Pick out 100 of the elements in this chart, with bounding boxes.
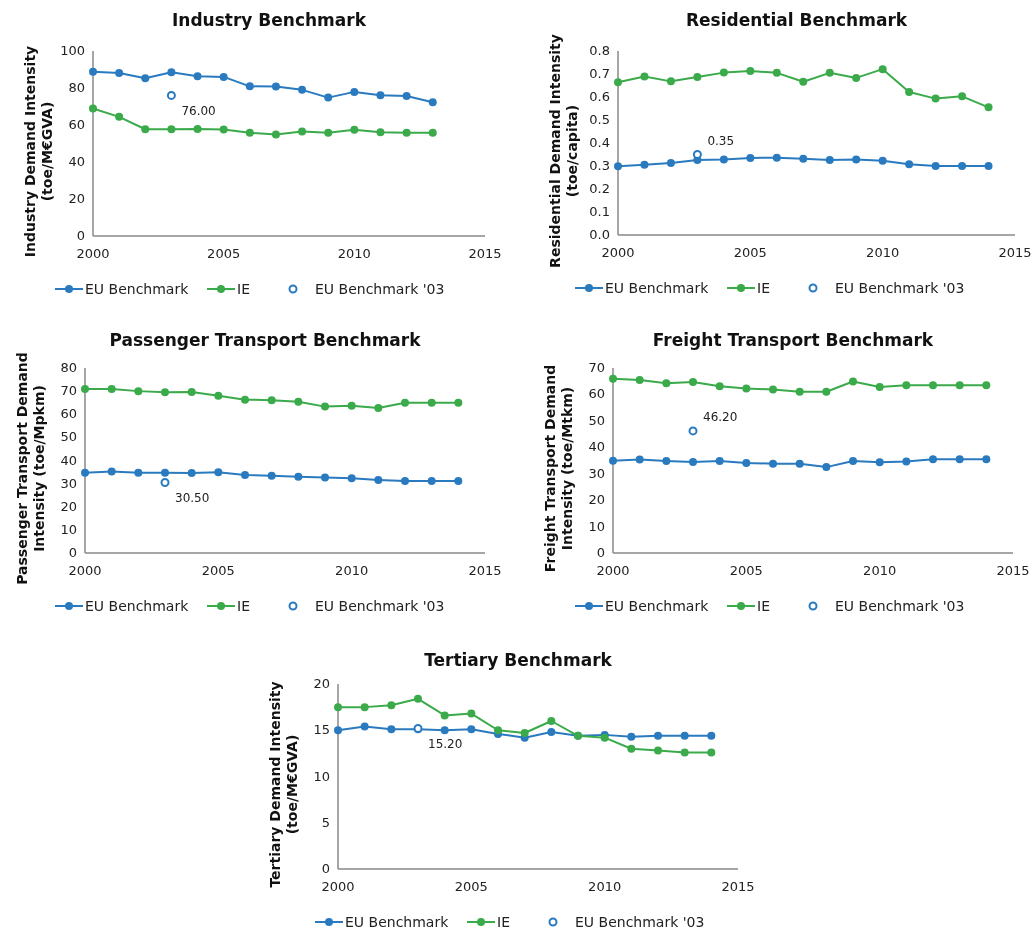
point: [440, 726, 449, 735]
legend-label: EU Benchmark: [85, 281, 190, 297]
point: [614, 162, 622, 171]
x-tick-label: 2005: [729, 563, 763, 578]
chart-title: Residential Benchmark: [685, 10, 908, 30]
point: [89, 67, 97, 76]
point: [387, 725, 396, 734]
point: [267, 471, 276, 480]
point: [707, 731, 716, 740]
legend-label: IE: [757, 280, 770, 296]
x-tick-label: 2005: [201, 563, 235, 578]
point: [267, 396, 276, 405]
data-label: 15.20: [428, 737, 463, 752]
legend-label: IE: [757, 598, 770, 614]
point: [321, 402, 329, 411]
point: [849, 377, 857, 386]
legend-label: IE: [237, 281, 250, 297]
chart-title: Tertiary Benchmark: [424, 650, 613, 670]
x-tick-label: 2000: [76, 246, 110, 261]
y-tick-label: 0: [68, 545, 77, 560]
legend-label: EU Benchmark '03: [315, 598, 445, 614]
point: [440, 711, 449, 720]
point: [193, 72, 202, 81]
point: [666, 159, 675, 167]
point: [467, 725, 476, 734]
point: [742, 384, 751, 393]
point: [627, 744, 636, 753]
x-tick-label: 2000: [601, 245, 635, 260]
x-tick-label: 2005: [207, 246, 241, 261]
x-tick-label: 2010: [866, 245, 900, 260]
point: [241, 395, 249, 404]
y-tick-label: 40: [68, 154, 85, 169]
point: [321, 473, 329, 482]
point: [360, 703, 369, 712]
x-tick-label: 2005: [454, 879, 488, 894]
point: [245, 82, 254, 91]
point: [347, 474, 356, 483]
y-tick-label: 0.2: [589, 181, 610, 196]
point: [958, 92, 967, 101]
point: [187, 388, 196, 397]
point: [719, 68, 728, 77]
y-tick-label: 0.3: [589, 158, 610, 173]
data-label: 0.35: [707, 133, 735, 148]
point: [640, 160, 649, 169]
point: [324, 93, 333, 102]
point: [324, 128, 333, 137]
y-tick-label: 0.5: [589, 112, 610, 127]
point: [822, 387, 831, 396]
x-tick-label: 2000: [321, 879, 355, 894]
chart-title: Freight Transport Benchmark: [652, 330, 934, 350]
point: [402, 91, 411, 100]
point: [666, 77, 675, 86]
point: [905, 160, 914, 169]
x-tick-label: 2010: [335, 563, 369, 578]
y-tick-label: 30: [60, 475, 77, 491]
point: [115, 69, 124, 78]
y-tick-label: 40: [588, 439, 605, 455]
point: [167, 68, 176, 77]
point: [271, 82, 280, 91]
point: [662, 457, 671, 466]
legend-label: EU Benchmark '03: [835, 280, 965, 296]
y-axis-title: Freight Transport Demand Intensity (toe/Mtkm): [542, 364, 575, 573]
point: [929, 381, 937, 390]
y-tick-label: 20: [68, 191, 85, 206]
data-label: 76.00: [181, 104, 216, 119]
point: [376, 91, 385, 100]
point: [825, 68, 834, 77]
point: [401, 398, 409, 407]
point: [347, 401, 356, 410]
point: [772, 153, 781, 162]
point: [715, 382, 724, 391]
point: [715, 457, 724, 466]
point: [982, 381, 991, 390]
y-tick-label: 0.8: [589, 43, 610, 58]
point: [427, 398, 436, 407]
y-tick-label: 20: [588, 492, 605, 508]
point: [746, 67, 755, 75]
point: [454, 398, 463, 407]
data-label: 30.50: [175, 491, 210, 506]
point: [707, 748, 716, 757]
point: [350, 87, 359, 96]
point: [414, 694, 422, 703]
x-tick-label: 2015: [998, 245, 1032, 260]
point: [693, 73, 702, 81]
legend-label: IE: [237, 598, 250, 614]
point: [958, 162, 967, 170]
x-tick-label: 2015: [468, 563, 502, 578]
point: [614, 78, 622, 87]
point: [298, 127, 307, 136]
point: [387, 701, 396, 710]
legend-label: EU Benchmark '03: [315, 281, 445, 297]
point: [680, 748, 689, 757]
point: [547, 717, 556, 725]
y-tick-label: 15: [313, 722, 330, 738]
y-tick-label: 0.4: [589, 135, 610, 150]
point: [875, 458, 884, 467]
point: [161, 388, 169, 397]
y-tick-label: 60: [68, 117, 85, 132]
point: [81, 385, 89, 394]
point: [294, 472, 303, 481]
